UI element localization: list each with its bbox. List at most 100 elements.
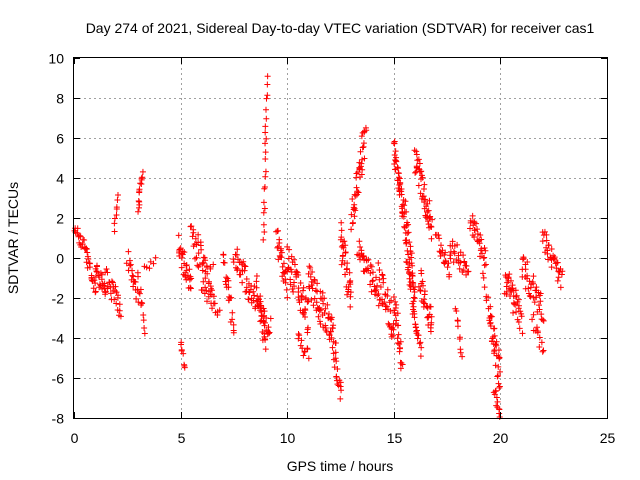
data-point	[278, 249, 285, 256]
data-point	[337, 379, 344, 386]
data-point	[513, 308, 520, 315]
data-point	[395, 331, 402, 338]
data-point	[135, 273, 142, 280]
data-point	[220, 251, 227, 258]
data-point	[313, 299, 320, 306]
data-point	[510, 309, 517, 316]
data-point	[416, 160, 423, 167]
data-point	[267, 315, 274, 322]
data-point	[276, 240, 283, 247]
data-point	[541, 228, 548, 235]
data-point	[494, 398, 501, 405]
data-point	[512, 287, 519, 294]
data-point	[367, 270, 374, 277]
x-tick-label: 5	[178, 430, 186, 446]
data-point	[230, 321, 237, 328]
data-point	[530, 311, 537, 318]
data-point	[493, 394, 500, 401]
y-tick-label: 8	[56, 91, 64, 107]
data-point	[531, 299, 538, 306]
data-point	[413, 328, 420, 335]
data-point	[328, 314, 335, 321]
data-point	[459, 353, 466, 360]
data-point	[196, 261, 203, 268]
data-point	[257, 302, 264, 309]
data-point	[347, 277, 354, 284]
data-point	[307, 264, 314, 271]
data-point	[477, 231, 484, 238]
data-point	[83, 245, 90, 252]
data-point	[312, 287, 319, 294]
data-point	[382, 302, 389, 309]
data-point	[111, 296, 118, 303]
data-point	[86, 260, 93, 267]
data-point	[137, 180, 144, 187]
data-point	[324, 301, 331, 308]
data-point	[109, 279, 116, 286]
data-point	[330, 322, 337, 329]
data-point	[242, 263, 249, 270]
data-point	[548, 264, 555, 271]
data-point	[395, 322, 402, 329]
data-point	[317, 320, 324, 327]
data-point	[409, 279, 416, 286]
data-point	[421, 181, 428, 188]
data-point	[398, 191, 405, 198]
data-point	[93, 268, 100, 275]
data-point	[465, 268, 472, 275]
data-point	[322, 305, 329, 312]
data-point	[103, 265, 110, 272]
data-point	[261, 308, 268, 315]
data-point	[265, 324, 272, 331]
data-point	[300, 287, 307, 294]
data-point	[141, 325, 148, 332]
data-point	[422, 196, 429, 203]
data-point	[388, 297, 395, 304]
data-point	[544, 250, 551, 257]
data-point	[406, 275, 413, 282]
data-point	[406, 239, 413, 246]
data-point	[536, 343, 543, 350]
x-tick-label: 20	[493, 430, 509, 446]
data-point	[491, 332, 498, 339]
y-tick-label: -4	[52, 331, 65, 347]
data-point	[437, 253, 444, 260]
data-point	[494, 373, 501, 380]
data-point	[373, 274, 380, 281]
data-point	[316, 318, 323, 325]
y-tick-label: 10	[48, 51, 64, 67]
y-tick-label: -8	[52, 411, 65, 427]
data-point	[297, 280, 304, 287]
x-axis-label: GPS time / hours	[287, 458, 394, 474]
data-point	[300, 284, 307, 291]
data-point	[187, 284, 194, 291]
data-point	[138, 299, 145, 306]
data-point	[262, 336, 269, 343]
data-point	[223, 274, 230, 281]
data-point	[454, 241, 461, 248]
data-point	[92, 288, 99, 295]
data-point	[126, 257, 133, 264]
chart-title: Day 274 of 2021, Sidereal Day-to-day VTE…	[86, 20, 595, 36]
data-point	[375, 302, 382, 309]
data-point	[394, 164, 401, 171]
data-point	[449, 238, 456, 245]
data-point	[493, 338, 500, 345]
data-point	[311, 277, 318, 284]
data-point	[342, 249, 349, 256]
data-point	[264, 92, 271, 99]
data-point	[262, 140, 269, 147]
data-point	[533, 294, 540, 301]
data-point	[187, 223, 194, 230]
data-point	[123, 260, 130, 267]
data-point	[253, 284, 260, 291]
data-point	[112, 283, 119, 290]
data-point	[104, 269, 111, 276]
data-point	[530, 294, 537, 301]
data-point	[353, 184, 360, 191]
data-point	[214, 311, 221, 318]
data-point	[536, 306, 543, 313]
data-point	[322, 325, 329, 332]
data-point	[537, 290, 544, 297]
data-point	[455, 252, 462, 259]
